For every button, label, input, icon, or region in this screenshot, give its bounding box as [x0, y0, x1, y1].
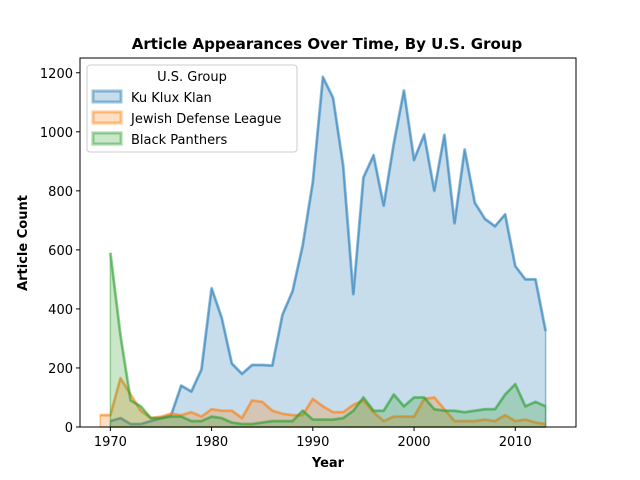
y-tick-label: 1000: [40, 126, 73, 141]
series-ku-klux-klan-area: [109, 74, 547, 428]
series-black-panthers-line: [108, 252, 547, 426]
y-tick-label: 800: [48, 185, 73, 200]
legend-swatch-black-panthers: [91, 131, 123, 146]
x-axis: 1970 1980 1990 2000 2010: [94, 427, 532, 450]
legend-label-ku-klux-klan: Ku Klux Klan: [131, 91, 212, 106]
legend-label-black-panthers: Black Panthers: [131, 133, 227, 148]
x-tick-label: 1990: [296, 435, 329, 450]
legend-label-jewish-defense-league: Jewish Defense League: [130, 112, 281, 127]
legend-title: U.S. Group: [157, 70, 227, 85]
y-axis-label: Article Count: [16, 195, 31, 291]
legend: U.S. Group Ku Klux Klan Jewish Defense Le…: [86, 64, 298, 153]
legend-swatch-ku-klux-klan: [91, 89, 123, 104]
series-jewish-defense-league-line: [100, 376, 546, 426]
series-black-panthers-area: [109, 252, 547, 428]
y-tick-label: 400: [48, 303, 73, 318]
x-tick-label: 2010: [499, 435, 532, 450]
y-tick-label: 600: [48, 244, 73, 259]
x-tick-label: 1970: [94, 435, 127, 450]
plot-frame: [79, 57, 577, 428]
series-jewish-defense-league-area: [99, 376, 547, 428]
y-tick-label: 200: [48, 362, 73, 377]
chart-title: Article Appearances Over Time, By U.S. G…: [132, 35, 523, 53]
series-ku-klux-klan-line: [109, 75, 548, 426]
legend-box: [86, 64, 298, 153]
y-tick-label: 0: [65, 421, 73, 436]
y-axis: 0 200 400 600 800 1000 1200: [40, 67, 80, 436]
plot-areas: [99, 74, 548, 428]
y-tick-label: 1200: [40, 67, 73, 82]
x-axis-label: Year: [311, 456, 345, 471]
x-tick-label: 2000: [397, 435, 430, 450]
x-tick-label: 1980: [195, 435, 228, 450]
legend-swatch-jewish-defense-league: [91, 110, 123, 125]
